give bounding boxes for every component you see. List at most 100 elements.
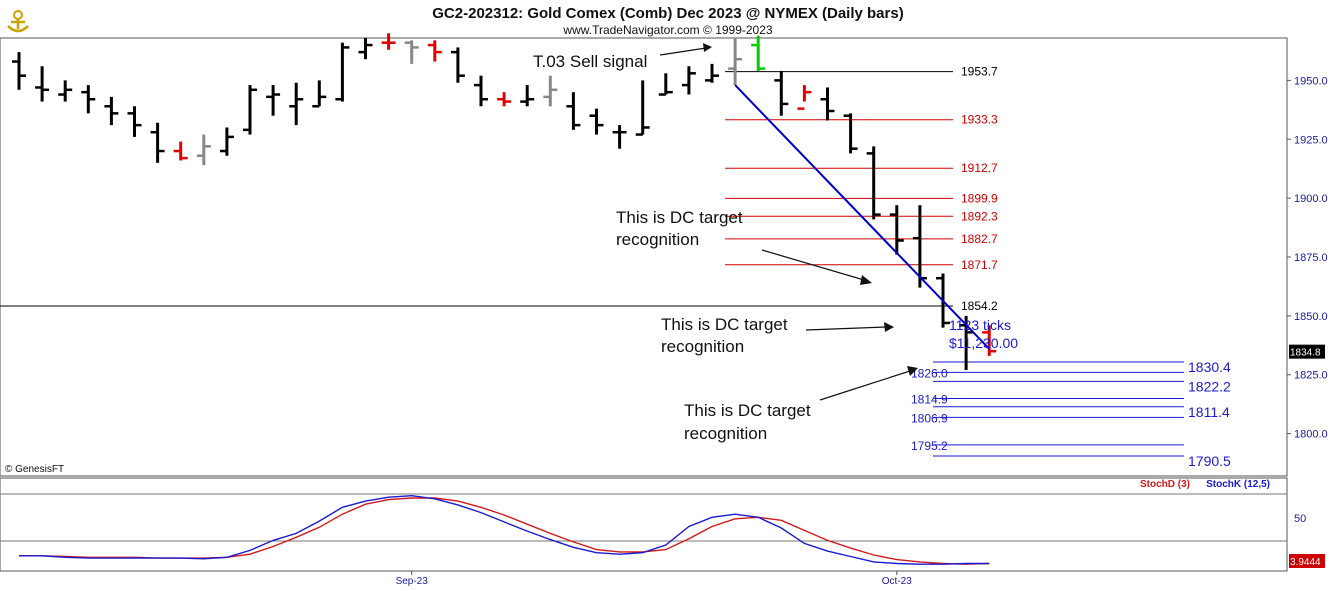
level-label: 1854.2 (961, 299, 998, 313)
stoch-tick-50: 50 (1294, 513, 1306, 525)
ohlc-bar (543, 75, 558, 107)
ohlc-bar (127, 106, 142, 137)
ohlc-bar (404, 40, 419, 64)
ohlc-bar (35, 66, 50, 102)
trade-navigator-logo-icon (7, 10, 29, 33)
target-levels: 1953.7 1933.3 1912.7 1899.9 1892.3 1882.7 1871… (0, 65, 1231, 469)
ohlc-bar (104, 96, 119, 126)
ohlc-bar (289, 82, 304, 126)
price-tick-label: 1950.0 (1294, 75, 1328, 87)
ohlc-bar (751, 35, 766, 71)
level-label: 1795.2 (911, 439, 948, 453)
price-tick-label: 1800.0 (1294, 429, 1328, 441)
ohlc-bar (196, 134, 211, 166)
ohlc-bar (497, 92, 512, 107)
ohlc-bar (566, 92, 581, 130)
ohlc-bar (266, 85, 281, 116)
level-label: 1826.0 (911, 366, 948, 380)
ohlc-bar (843, 113, 858, 154)
ohlc-bar (681, 66, 696, 95)
last-price-label: 1834.8 (1290, 348, 1321, 359)
ohlc-bar (774, 70, 789, 116)
ohlc-bar (820, 87, 835, 121)
arrow-head-icon (907, 366, 918, 376)
stoch-last-value: 3.9444 (1290, 557, 1321, 568)
website-credit: www.TradeNavigator.com © 1999-2023 (562, 23, 772, 37)
level-label: 1882.7 (961, 232, 998, 246)
date-tick-label: Sep-23 (396, 576, 429, 587)
stoch-k-line (19, 494, 990, 565)
level-label: 1871.7 (961, 258, 998, 272)
price-axis: 1950.0 1925.0 1900.0 1875.0 1850.0 1825.0 1800… (1287, 75, 1328, 441)
stochastic-panel-frame (0, 477, 1288, 572)
dc-target-label-1b: recognition (616, 230, 699, 249)
ohlc-bar (474, 75, 488, 107)
arrow-head-icon (703, 43, 712, 52)
price-tick-label: 1875.0 (1294, 252, 1328, 264)
ohlc-bar (58, 80, 73, 102)
level-label: 1892.3 (961, 209, 998, 223)
dc-target-label-2b: recognition (661, 337, 744, 356)
arrow-head-icon (884, 322, 894, 332)
ohlc-bar (173, 141, 188, 161)
ohlc-bar (982, 325, 997, 356)
dc-target-label-2: This is DC target (661, 315, 788, 334)
price-tick-label: 1825.0 (1294, 370, 1328, 382)
level-label: 1933.3 (961, 113, 998, 127)
level-label: 1811.4 (1188, 404, 1230, 420)
ohlc-bar (81, 85, 96, 114)
ohlc-bar (358, 38, 373, 60)
copyright-label: © GenesisFT (5, 464, 64, 475)
ohlc-bar (866, 146, 881, 220)
level-label: 1814.9 (911, 393, 948, 407)
ohlc-bar (635, 80, 650, 136)
dollars-label: $11,230.00 (949, 335, 1018, 351)
ohlc-bar (658, 73, 673, 96)
level-label: 1953.7 (961, 65, 998, 79)
date-tick-label: Oct-23 (882, 576, 912, 587)
ohlc-bar (797, 85, 812, 110)
ohlc-bar (243, 85, 257, 135)
price-tick-label: 1925.0 (1294, 134, 1328, 146)
ticks-label: 1123 ticks (949, 317, 1011, 333)
dc-target-label-3: This is DC target (684, 401, 811, 420)
ohlc-bar (219, 127, 234, 156)
ohlc-bar (589, 108, 604, 135)
date-axis: Sep-23 Oct-23 (396, 571, 912, 587)
level-label: 1806.9 (911, 411, 948, 425)
dc-target-label-3b: recognition (684, 424, 767, 443)
ohlc-bar (889, 205, 904, 255)
ohlc-bar (150, 122, 165, 163)
price-tick-label: 1850.0 (1294, 311, 1328, 323)
trend-line (734, 84, 990, 350)
ohlc-bars (12, 33, 997, 371)
stoch-last-value-box (1289, 554, 1325, 568)
level-label: 1912.7 (961, 161, 998, 175)
level-label: 1790.5 (1188, 453, 1231, 469)
last-price-box (1289, 344, 1325, 359)
price-tick-label: 1900.0 (1294, 193, 1328, 205)
annotation-arrows (659, 43, 918, 401)
annotations: T.03 Sell signal This is DC target recog… (533, 52, 1018, 443)
chart-title: GC2-202312: Gold Comex (Comb) Dec 2023 @… (432, 5, 903, 22)
ohlc-bar (381, 33, 396, 50)
level-label: 1830.4 (1188, 359, 1231, 375)
ohlc-bar (728, 38, 743, 86)
dc-target-label-1: This is DC target (616, 208, 743, 227)
legend-stoch-k: StochK (12,5) (1206, 479, 1270, 490)
ohlc-bar (335, 42, 350, 102)
ohlc-bar (520, 85, 535, 107)
level-label: 1822.2 (1188, 378, 1231, 394)
ohlc-bar (705, 63, 719, 83)
legend-stoch-d: StochD (3) (1140, 479, 1190, 490)
sell-signal-label: T.03 Sell signal (533, 52, 647, 71)
level-label: 1899.9 (961, 191, 998, 205)
ohlc-bar (450, 47, 465, 83)
ohlc-bar (612, 125, 627, 149)
ohlc-bar (12, 52, 26, 90)
arrow-head-icon (860, 275, 872, 285)
ohlc-bar (427, 40, 442, 62)
ohlc-bar (312, 80, 327, 108)
